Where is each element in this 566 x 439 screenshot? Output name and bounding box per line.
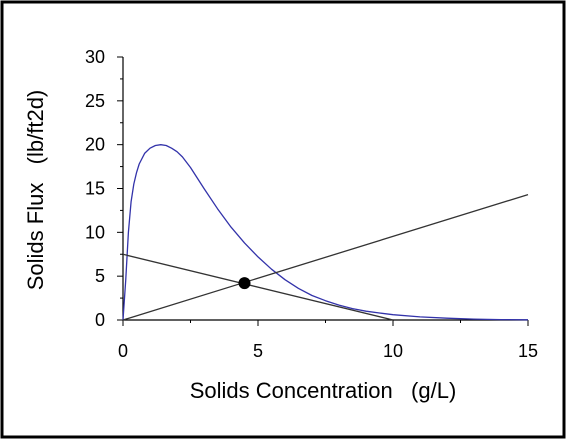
gravity-flux-curve <box>122 144 529 321</box>
operating-point <box>238 277 251 290</box>
y-tick-label: 15 <box>85 179 105 199</box>
underflow-line <box>122 193 529 321</box>
y-tick-label: 5 <box>95 266 105 286</box>
x-axis-label: Solids Concentration (g/L) <box>190 378 457 403</box>
operating-line <box>122 253 394 321</box>
x-tick-label: 15 <box>518 341 538 361</box>
y-tick-label: 30 <box>85 47 105 67</box>
y-tick-label: 20 <box>85 135 105 155</box>
x-tick-label: 0 <box>118 341 128 361</box>
y-tick-label: 0 <box>95 310 105 330</box>
x-tick-label: 10 <box>383 341 403 361</box>
y-axis-label: Solids Flux (lb/ft2d) <box>23 90 48 291</box>
y-tick-label: 10 <box>85 222 105 242</box>
y-tick-label: 25 <box>85 91 105 111</box>
x-tick-label: 5 <box>253 341 263 361</box>
